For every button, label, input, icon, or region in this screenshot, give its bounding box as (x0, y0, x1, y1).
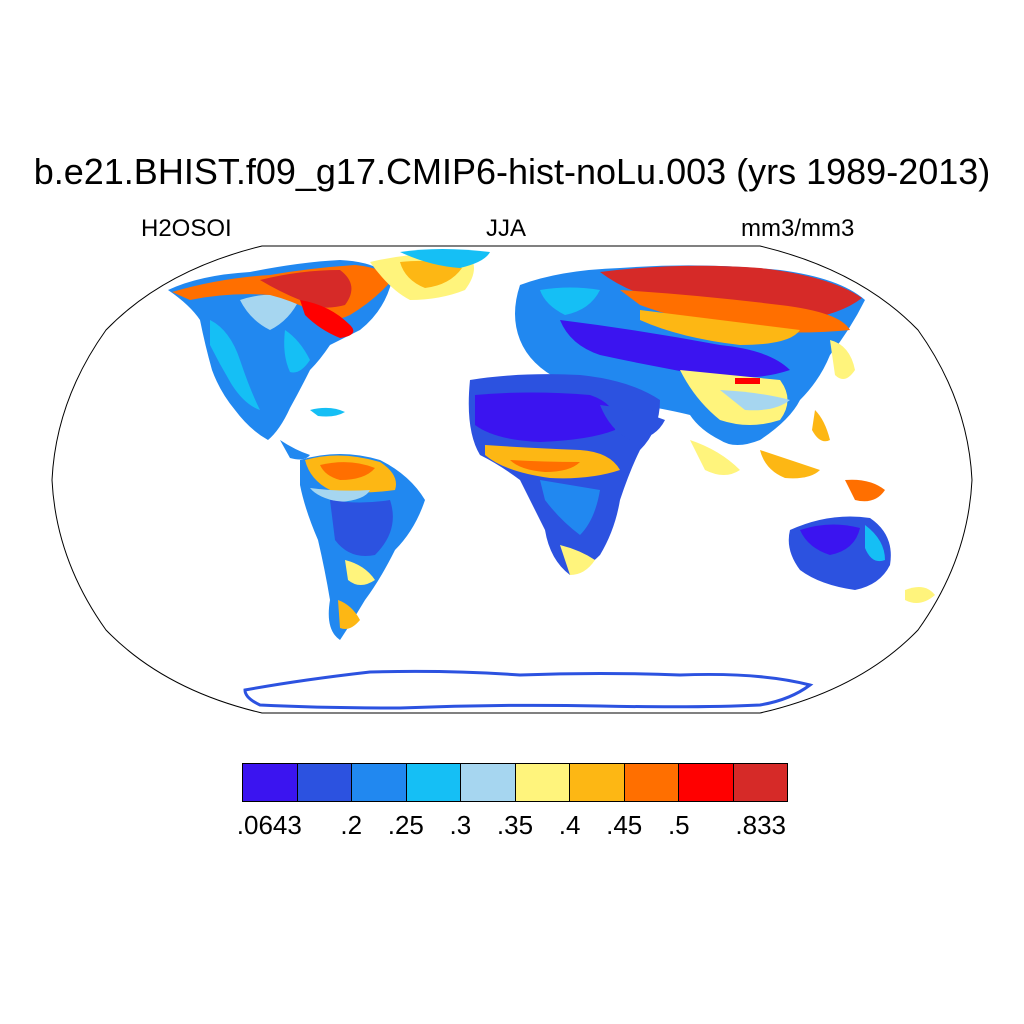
map-title: b.e21.BHIST.f09_g17.CMIP6-hist-noLu.003 … (33, 151, 991, 192)
north-america (168, 254, 474, 460)
colorbar-box (624, 764, 679, 801)
colorbar-tick-label: .4 (558, 810, 581, 840)
eurasia (515, 265, 885, 502)
colorbar-tick-label: .45 (606, 810, 643, 840)
colorbar-tick-label: .2 (340, 810, 363, 840)
colorbar-box (461, 764, 516, 801)
variable-label: H2OSOI (141, 215, 232, 242)
colorbar-tick-label: .35 (496, 810, 534, 840)
colorbar (242, 763, 788, 802)
colorbar-tick-label: .3 (449, 810, 472, 840)
africa (468, 374, 665, 575)
season-label: JJA (486, 215, 527, 242)
colorbar-tick-label: .5 (667, 810, 690, 840)
colorbar-box (243, 764, 298, 801)
colorbar-box (352, 764, 407, 801)
colorbar-box (515, 764, 570, 801)
antarctica (243, 669, 814, 710)
south-america (300, 454, 425, 640)
colorbar-box (570, 764, 625, 801)
colorbar-tick-label: .0643 (236, 810, 302, 840)
colorbar-box (406, 764, 461, 801)
units-label: mm3/mm3 (741, 215, 855, 242)
greenland (400, 249, 490, 268)
colorbar-tick-label: .25 (387, 810, 424, 840)
colorbar-box (297, 764, 352, 801)
colorbar-box (679, 764, 734, 801)
colorbar-box (733, 764, 787, 801)
australia (788, 516, 935, 604)
colorbar-tick-label: .833 (735, 810, 786, 840)
